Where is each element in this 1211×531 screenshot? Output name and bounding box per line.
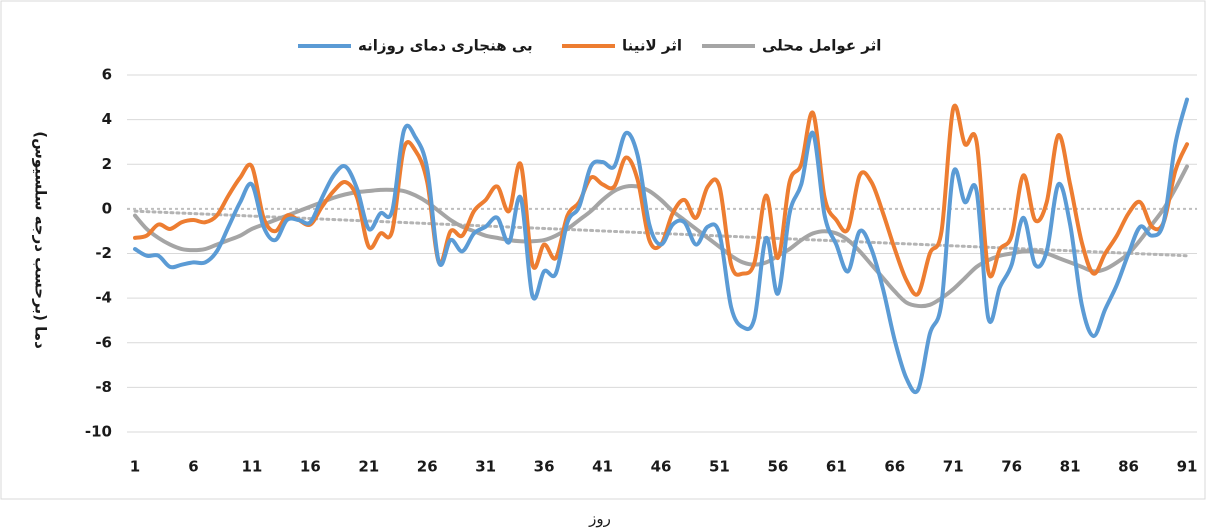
legend-label: اثر عوامل محلی (762, 37, 881, 55)
x-tick-label: 61 (826, 458, 847, 476)
x-tick-label: 41 (592, 458, 613, 476)
x-tick-label: 31 (475, 458, 496, 476)
y-tick-label: -4 (95, 289, 112, 307)
series-line (133, 97, 1189, 395)
y-tick-label: 4 (102, 110, 112, 128)
x-tick-label: 1 (130, 458, 140, 476)
series-line (133, 103, 1189, 297)
x-tick-label: 66 (884, 458, 905, 476)
legend-label: اثر لانینا (622, 37, 682, 55)
x-tick-label: 91 (1177, 458, 1198, 476)
y-tick-label: -6 (95, 333, 112, 351)
y-tick-label: 6 (102, 66, 112, 84)
series-line (133, 164, 1189, 309)
x-tick-label: 36 (534, 458, 555, 476)
y-tick-label: 0 (102, 199, 112, 217)
x-axis-label: روز (588, 510, 611, 528)
y-tick-label: 2 (102, 155, 112, 173)
y-tick-label: -10 (85, 423, 112, 441)
trendline (133, 209, 1189, 258)
x-tick-label: 6 (188, 458, 198, 476)
x-tick-label: 76 (1001, 458, 1022, 476)
x-tick-label: 26 (417, 458, 438, 476)
y-tick-label: -2 (95, 244, 112, 262)
x-tick-label: 21 (358, 458, 379, 476)
y-axis-label: دما (برحسب درجه سلسیوس) (32, 131, 50, 349)
x-tick-label: 86 (1118, 458, 1139, 476)
x-tick-label: 11 (241, 458, 262, 476)
x-tick-label: 81 (1060, 458, 1081, 476)
legend-label: بی هنجاری دمای روزانه (358, 37, 533, 55)
y-tick-label: -8 (95, 378, 112, 396)
x-tick-label: 71 (943, 458, 964, 476)
x-tick-label: 51 (709, 458, 730, 476)
x-tick-label: 46 (651, 458, 672, 476)
x-tick-label: 56 (767, 458, 788, 476)
x-tick-label: 16 (300, 458, 321, 476)
